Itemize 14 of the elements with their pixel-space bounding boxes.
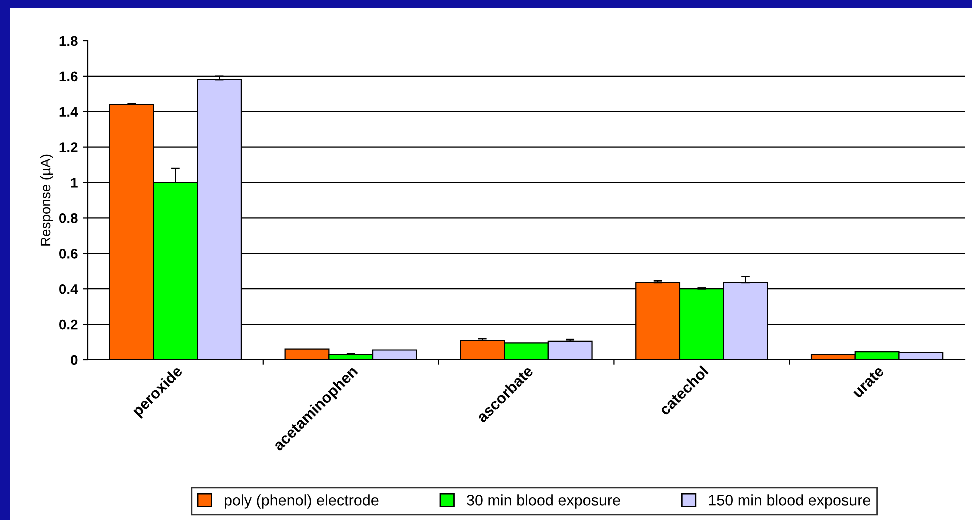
y-tick-label: 1.6 [60, 72, 78, 82]
y-tick-label: 0.4 [60, 284, 78, 294]
legend-label: 150 min blood exposure [709, 494, 871, 509]
y-tick-label: 1 [71, 178, 78, 188]
y-tick-label: 0.6 [60, 249, 78, 259]
y-tick-label: 1.8 [60, 36, 78, 46]
y-tick-label: 0.2 [60, 320, 78, 330]
y-tick-label: 1.2 [60, 142, 78, 152]
legend-label: 30 min blood exposure [467, 494, 620, 509]
y-tick-label: 0 [71, 355, 78, 366]
legend-label: poly (phenol) electrode [224, 494, 379, 509]
y-tick-label: 1.4 [60, 107, 78, 117]
y-axis-title: Response (µA) [40, 154, 54, 246]
y-tick-label: 0.8 [60, 214, 78, 224]
